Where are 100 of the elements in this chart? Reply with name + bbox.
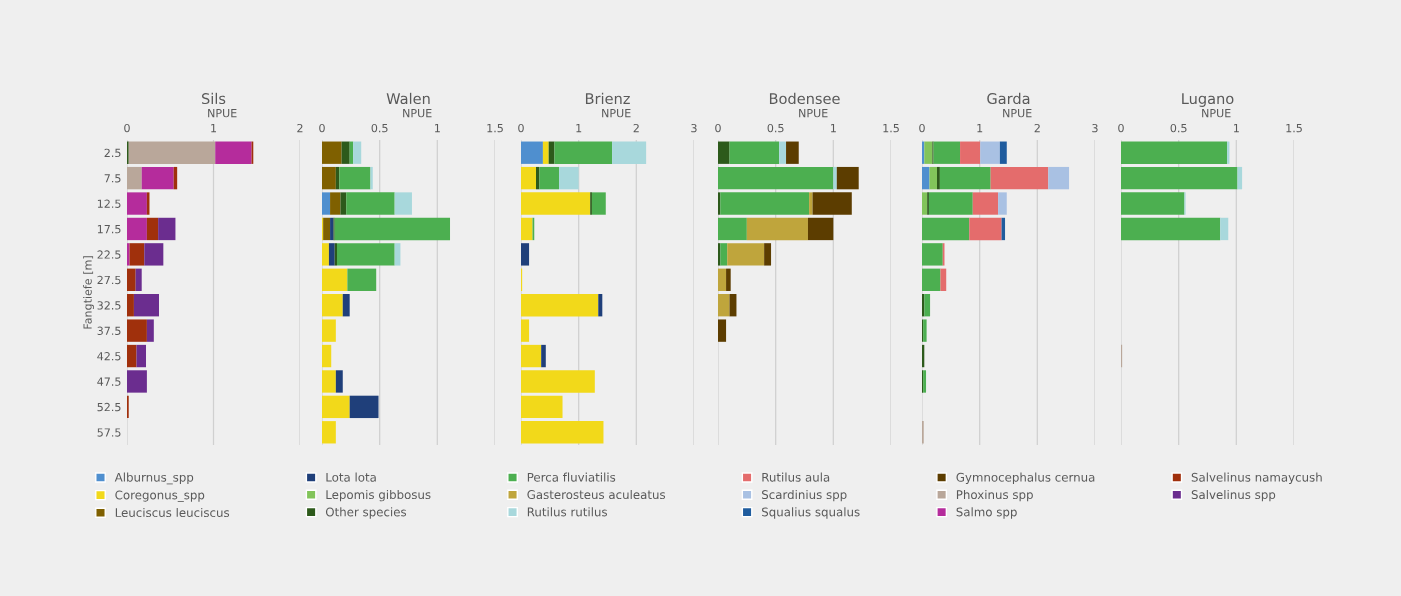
bar <box>127 243 130 266</box>
bar <box>127 344 137 368</box>
bar <box>720 192 810 215</box>
bar <box>833 166 837 190</box>
bar <box>347 268 377 291</box>
legend-label: Rutilus rutilus <box>527 507 608 517</box>
legend-label: Salvelinus namaycush <box>1191 472 1322 485</box>
bar <box>940 268 947 291</box>
bar <box>922 166 930 190</box>
x-tick-label: 0.5 <box>371 123 388 133</box>
legend-label: Alburnus_spp <box>114 472 194 485</box>
y-tick-label: 52.5 <box>97 402 121 412</box>
x-tick-label: 0.5 <box>1170 123 1187 133</box>
bar <box>330 192 341 215</box>
chart-title: Brienz <box>585 92 630 105</box>
y-tick-label: 7.5 <box>104 174 121 183</box>
bar <box>158 217 176 241</box>
bar <box>922 268 941 291</box>
bar <box>807 217 834 241</box>
x-tick-label: 1 <box>977 124 983 133</box>
bar <box>1121 141 1228 164</box>
bar <box>718 141 730 164</box>
x-tick-label: 1 <box>1234 124 1239 133</box>
legend-label: Scardinius spp <box>762 489 847 502</box>
bar <box>836 166 859 190</box>
chart-title: Garda <box>987 92 1030 105</box>
legend-label: Lepomis gibbosus <box>326 489 431 502</box>
bar <box>322 370 336 393</box>
x-tick-label: 0 <box>1118 123 1124 133</box>
bar <box>980 141 1000 164</box>
bar <box>554 141 613 164</box>
bar <box>322 319 336 342</box>
x-tick-label: 3 <box>691 123 697 133</box>
bar <box>718 294 730 317</box>
bar <box>521 192 591 215</box>
x-axis-title: NPUE <box>208 109 237 118</box>
bar <box>340 192 347 215</box>
bar <box>146 217 159 241</box>
y-tick-label: 27.5 <box>97 275 121 285</box>
x-tick-label: 1 <box>831 124 836 133</box>
bar <box>746 217 808 241</box>
bar <box>521 166 536 190</box>
bar <box>322 192 331 215</box>
bar <box>521 294 599 317</box>
bar <box>128 141 216 164</box>
bar <box>729 141 780 164</box>
bar <box>521 141 543 164</box>
y-tick-label: 37.5 <box>97 326 121 335</box>
bar <box>322 421 336 444</box>
x-tick-label: 1 <box>576 124 582 133</box>
bar <box>144 243 164 266</box>
bar <box>346 192 395 215</box>
y-tick-label: 42.5 <box>97 352 121 361</box>
legend-label: Salvelinus spp <box>1191 489 1276 502</box>
bar <box>521 344 542 368</box>
bar <box>718 319 727 342</box>
bar <box>779 141 787 164</box>
legend-label: Gasterosteus aculeatus <box>527 489 666 500</box>
bar <box>136 344 147 368</box>
bar <box>335 370 343 393</box>
x-tick-label: 2 <box>633 123 639 133</box>
bar <box>972 192 999 215</box>
bar <box>336 243 395 266</box>
y-tick-label: 47.5 <box>97 377 121 386</box>
bar <box>1048 166 1070 190</box>
legend-label: Rutilus aula <box>762 472 830 482</box>
legend-label: Perca fluviatilis <box>527 472 616 482</box>
bar <box>939 166 991 190</box>
x-axis-title: NPUE <box>1202 109 1231 118</box>
bar <box>127 294 134 317</box>
y-tick-label: 57.5 <box>97 428 121 437</box>
bar <box>334 217 451 241</box>
bar <box>922 192 928 215</box>
bar <box>141 166 174 190</box>
bar <box>127 192 147 215</box>
bar <box>323 217 331 241</box>
bar <box>521 319 530 342</box>
y-tick-label: 12.5 <box>97 199 121 208</box>
bar <box>127 217 147 241</box>
bar <box>322 294 343 317</box>
bar <box>720 243 728 266</box>
x-tick-label: 0 <box>715 123 721 133</box>
x-tick-label: 1 <box>211 124 217 133</box>
bar <box>786 141 799 164</box>
bar <box>521 395 563 419</box>
x-tick-label: 0 <box>518 123 524 133</box>
bar <box>322 344 332 368</box>
x-tick-label: 1.5 <box>1286 124 1302 133</box>
bar <box>322 141 342 164</box>
bar <box>1121 217 1221 241</box>
bar <box>1121 166 1238 190</box>
x-tick-label: 1.5 <box>883 124 899 133</box>
bar <box>929 166 937 190</box>
bar <box>598 294 603 317</box>
bar <box>924 294 931 317</box>
bar <box>718 268 727 291</box>
x-tick-label: 0 <box>319 123 325 133</box>
bar <box>215 141 252 164</box>
x-tick-label: 2 <box>297 123 303 133</box>
bar <box>135 268 142 291</box>
